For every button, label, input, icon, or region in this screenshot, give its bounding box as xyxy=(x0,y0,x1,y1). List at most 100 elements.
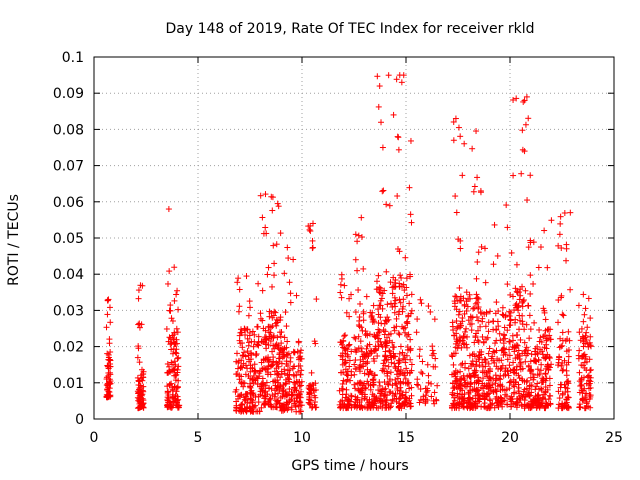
data-point-1173 xyxy=(402,375,409,382)
data-point-228 xyxy=(163,325,170,332)
data-point-1929 xyxy=(506,362,513,369)
data-point-783 xyxy=(293,292,300,299)
data-point-1326 xyxy=(393,371,400,378)
data-point-753 xyxy=(280,390,287,397)
data-point-1594 xyxy=(460,333,467,340)
data-point-1051 xyxy=(358,324,365,331)
data-point-912 xyxy=(343,403,350,410)
data-point-123 xyxy=(135,397,142,404)
data-point-1341 xyxy=(376,379,383,386)
data-point-1333 xyxy=(375,306,382,313)
data-point-1444 xyxy=(419,370,426,377)
data-point-941 xyxy=(352,385,359,392)
data-point-1311 xyxy=(386,347,393,354)
data-point-2491 xyxy=(165,206,172,213)
data-point-606 xyxy=(269,361,276,368)
data-point-542 xyxy=(269,314,276,321)
data-point-2275 xyxy=(534,380,541,387)
x-tick-label-2: 10 xyxy=(293,430,311,446)
data-point-1902 xyxy=(506,352,513,359)
data-point-1603 xyxy=(474,386,481,393)
data-point-2109 xyxy=(522,358,529,365)
data-point-2296 xyxy=(531,319,538,326)
data-point-2299 xyxy=(535,264,542,271)
data-point-1935 xyxy=(489,400,496,407)
data-point-245 xyxy=(167,402,174,409)
data-point-1416 xyxy=(407,137,414,144)
data-point-223 xyxy=(170,366,177,373)
data-point-2390 xyxy=(557,220,564,227)
data-point-2465 xyxy=(586,385,593,392)
data-point-1385 xyxy=(379,290,386,297)
data-point-758 xyxy=(278,403,285,410)
data-point-1998 xyxy=(516,289,523,296)
data-point-1176 xyxy=(375,335,382,342)
data-point-928 xyxy=(338,271,345,278)
data-point-1362 xyxy=(399,308,406,315)
data-point-1460 xyxy=(424,397,431,404)
data-point-595 xyxy=(266,313,273,320)
data-point-2144 xyxy=(513,95,520,102)
data-point-1735 xyxy=(474,259,481,266)
data-point-1779 xyxy=(482,323,489,330)
data-point-911 xyxy=(343,386,350,393)
data-point-260 xyxy=(175,306,182,313)
data-point-2371 xyxy=(563,379,570,386)
data-point-789 xyxy=(281,270,288,277)
data-point-728 xyxy=(292,385,299,392)
data-point-388 xyxy=(244,326,251,333)
data-point-605 xyxy=(266,329,273,336)
data-point-2463 xyxy=(587,374,594,381)
data-point-1283 xyxy=(386,388,393,395)
data-point-1704 xyxy=(453,404,460,411)
data-point-143 xyxy=(139,282,146,289)
data-point-2230 xyxy=(531,374,538,381)
data-point-748 xyxy=(291,372,298,379)
data-point-1851 xyxy=(506,338,513,345)
data-point-759 xyxy=(290,348,297,355)
data-point-1266 xyxy=(373,404,380,411)
data-point-885 xyxy=(340,344,347,351)
data-point-2434 xyxy=(575,355,582,362)
data-point-1392 xyxy=(384,380,391,387)
data-point-135 xyxy=(134,354,141,361)
data-point-621 xyxy=(269,283,276,290)
data-point-259 xyxy=(173,291,180,298)
data-point-2303 xyxy=(548,217,555,224)
data-point-828 xyxy=(311,338,318,345)
data-point-611 xyxy=(275,342,282,349)
data-point-2391 xyxy=(561,209,568,216)
data-point-2314 xyxy=(555,388,562,395)
data-point-411 xyxy=(250,372,257,379)
data-point-587 xyxy=(275,363,282,370)
data-point-246 xyxy=(164,360,171,367)
data-point-1558 xyxy=(466,352,473,359)
data-point-1342 xyxy=(408,307,415,314)
data-point-1364 xyxy=(397,379,404,386)
data-point-213 xyxy=(170,398,177,405)
data-point-2460 xyxy=(579,396,586,403)
data-point-1421 xyxy=(374,73,381,80)
y-axis-label: ROTI / TECUs xyxy=(6,194,22,286)
data-point-1901 xyxy=(480,393,487,400)
data-point-124 xyxy=(134,374,141,381)
data-point-1950 xyxy=(500,352,507,359)
data-point-1405 xyxy=(408,219,415,226)
data-point-575 xyxy=(278,340,285,347)
data-point-1358 xyxy=(388,354,395,361)
data-point-1241 xyxy=(389,339,396,346)
data-point-354 xyxy=(245,342,252,349)
data-point-633 xyxy=(269,207,276,214)
data-point-212 xyxy=(165,391,172,398)
data-point-1155 xyxy=(406,300,413,307)
data-point-249 xyxy=(170,345,177,352)
data-point-1752 xyxy=(450,118,457,125)
data-point-377 xyxy=(256,408,263,415)
data-point-934 xyxy=(352,335,359,342)
data-point-2126 xyxy=(512,285,519,292)
data-point-1097 xyxy=(358,234,365,241)
data-point-1911 xyxy=(478,403,485,410)
data-point-2493 xyxy=(398,79,405,86)
data-point-131 xyxy=(139,401,146,408)
data-point-1316 xyxy=(392,376,399,383)
